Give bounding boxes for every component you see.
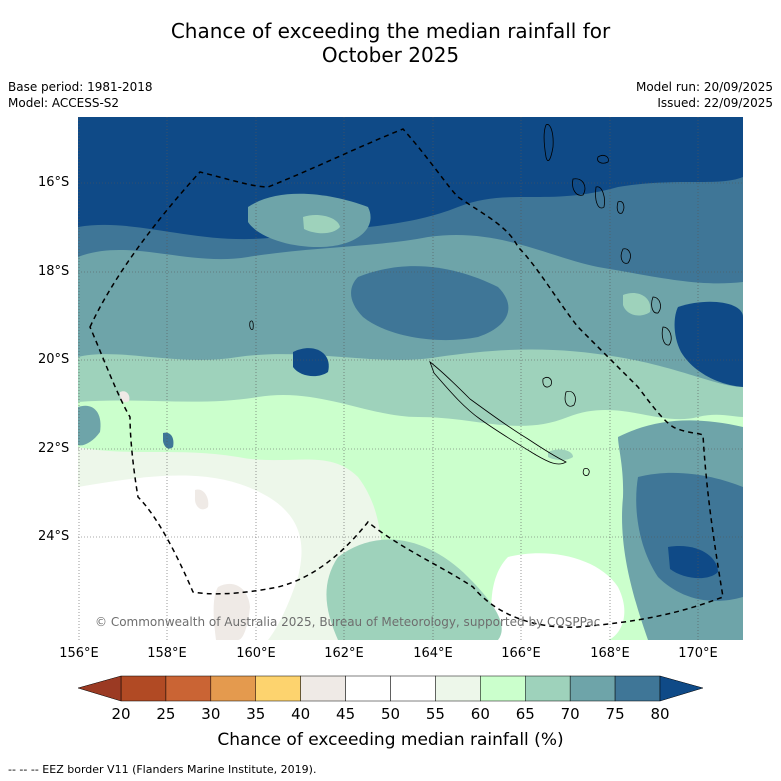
- colorbar-cells: [120, 675, 661, 702]
- zone-40-45-south: [213, 583, 250, 640]
- colorbar-tick-label: 70: [560, 705, 580, 723]
- eez-legend-note: -- -- -- EEZ border V11 (Flanders Marine…: [8, 763, 317, 776]
- title-line-2: October 2025: [321, 43, 460, 67]
- lat-label-22s: 22°S: [38, 441, 70, 456]
- vanuatu-islands: [543, 124, 672, 346]
- graticule: [78, 117, 743, 640]
- colorbar-cell: [300, 675, 346, 702]
- colorbar-tick-label: 65: [515, 705, 535, 723]
- zone-40-45: [194, 489, 209, 510]
- colorbar-cell: [480, 675, 526, 702]
- colorbar-tick-label: 30: [201, 705, 221, 723]
- run-info: Model run: 20/09/2025 Issued: 22/09/2025: [636, 79, 773, 111]
- map-svg: [78, 117, 743, 640]
- lon-label-168e: 168°E: [590, 646, 630, 661]
- model-run: Model run: 20/09/2025: [635, 80, 773, 94]
- zone-75-80-east: [668, 546, 718, 579]
- model-name: Model: ACCESS-S2: [8, 96, 120, 110]
- zone-60-65-strip: [548, 449, 573, 461]
- forecast-map[interactable]: [78, 117, 743, 640]
- issued-date: Issued: 22/09/2025: [657, 96, 773, 110]
- zone-65-70-west: [78, 405, 101, 446]
- lon-label-156e: 156°E: [59, 646, 99, 661]
- colorbar-tick-label: 60: [470, 705, 490, 723]
- colorbar-tick-label: 45: [336, 705, 356, 723]
- map-title: Chance of exceeding the median rainfall …: [0, 19, 781, 67]
- colorbar-cell: [345, 675, 391, 702]
- lon-label-158e: 158°E: [147, 646, 187, 661]
- colorbar-cell: [210, 675, 256, 702]
- colorbar-title: Chance of exceeding median rainfall (%): [217, 730, 564, 750]
- zone-75-80-mid: [293, 348, 329, 377]
- colorbar-tick-label: 25: [156, 705, 176, 723]
- zone-45-50-east: [491, 553, 625, 640]
- colorbar-cell: [525, 675, 571, 702]
- zone-60-65-blob: [303, 215, 340, 234]
- zone-70-75-west: [163, 432, 174, 449]
- base-info: Base period: 1981-2018 Model: ACCESS-S2: [8, 79, 153, 111]
- colorbar-cell: [390, 675, 436, 702]
- colorbar-tick-label: 35: [246, 705, 266, 723]
- lat-label-24s: 24°S: [38, 529, 70, 544]
- base-period: Base period: 1981-2018: [8, 80, 153, 94]
- lon-label-170e: 170°E: [678, 646, 718, 661]
- colorbar-over-arrow: [659, 675, 704, 702]
- colorbar-cell: [569, 675, 616, 702]
- colorbar-tick-label: 75: [605, 705, 625, 723]
- chesterfield-islands: [249, 320, 254, 330]
- colorbar-tick-label: 20: [111, 705, 131, 723]
- new-caledonia-outline: [429, 360, 567, 465]
- title-line-1: Chance of exceeding the median rainfall …: [170, 19, 611, 43]
- colorbar-tick-label: 55: [425, 705, 445, 723]
- lat-label-18s: 18°S: [38, 264, 70, 279]
- lon-label-162e: 162°E: [324, 646, 364, 661]
- colorbar-tick-label: 50: [380, 705, 401, 723]
- lat-label-16s: 16°S: [38, 175, 70, 190]
- lon-label-164e: 164°E: [413, 646, 453, 661]
- colorbar-cell: [120, 675, 167, 702]
- lon-label-166e: 166°E: [501, 646, 541, 661]
- colorbar-cell: [165, 675, 212, 702]
- colorbar-under-arrow: [77, 675, 122, 702]
- lon-label-160e: 160°E: [236, 646, 276, 661]
- colorbar-cell: [614, 675, 661, 702]
- zone-70-75-blob: [351, 266, 509, 341]
- zone-60-65-ne: [623, 292, 651, 316]
- colorbar-cell: [255, 675, 301, 702]
- zone-75-80-ne: [674, 301, 743, 387]
- colorbar-cell: [435, 675, 481, 702]
- colorbar-tick-label: 80: [650, 705, 670, 723]
- eez-border: [89, 128, 724, 628]
- copyright-notice: © Commonwealth of Australia 2025, Bureau…: [95, 615, 601, 629]
- loyalty-islands: [542, 377, 590, 476]
- lat-label-20s: 20°S: [38, 352, 70, 367]
- zone-60-65-south: [326, 539, 502, 640]
- colorbar-tick-label: 40: [291, 705, 311, 723]
- zone-40-45-tiny: [120, 391, 130, 403]
